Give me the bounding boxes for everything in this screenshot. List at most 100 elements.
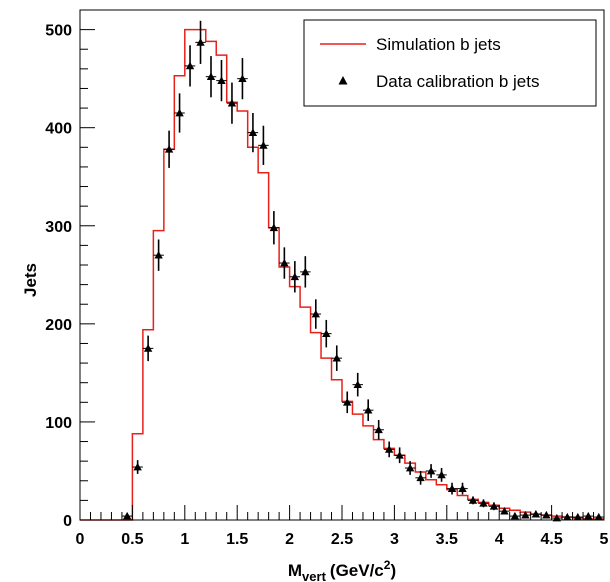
data-point: [153, 239, 164, 271]
data-point: [520, 510, 531, 519]
data-point: [404, 461, 416, 475]
data-point: [362, 399, 374, 421]
data-point-marker: [489, 502, 499, 510]
x-tick-label: 5: [600, 531, 609, 548]
data-point-marker: [206, 72, 216, 81]
data-point: [342, 391, 353, 414]
data-point-marker: [395, 451, 404, 459]
x-tick-label: 1.5: [226, 531, 248, 548]
data-point-marker: [500, 506, 509, 515]
data-point: [373, 419, 384, 440]
x-tick-label: 2: [285, 531, 294, 548]
data-point: [184, 45, 196, 87]
x-axis-title-unit-superscript: 2: [384, 558, 391, 572]
y-tick-label: 300: [45, 219, 72, 236]
data-point: [289, 261, 301, 293]
data-point-marker: [458, 484, 467, 492]
data-point-marker: [468, 496, 478, 504]
data-point-marker: [217, 76, 226, 84]
x-axis-title-subscript: vert: [302, 569, 327, 582]
data-point: [268, 211, 280, 245]
legend-box: [303, 19, 597, 107]
x-tick-label: 4: [495, 531, 504, 548]
data-point: [121, 511, 133, 520]
x-axis-title-unit: (GeV/c: [330, 561, 384, 580]
legend-marker-data: [338, 76, 348, 85]
data-point: [163, 130, 175, 168]
data-point-marker: [343, 398, 352, 406]
data-point-marker: [364, 405, 373, 414]
data-point: [478, 499, 489, 508]
data-point: [509, 511, 521, 520]
data-point: [258, 125, 269, 165]
data-point: [488, 502, 500, 511]
x-axis-title-unit-close: ): [390, 561, 396, 580]
data-point: [226, 82, 238, 124]
data-point-marker: [280, 258, 289, 267]
data-point: [205, 56, 217, 98]
data-point-marker: [301, 267, 310, 276]
data-point: [331, 345, 342, 371]
legend-label-data: Data calibration b jets: [376, 72, 539, 91]
data-point-marker: [238, 74, 247, 83]
x-tick-label: 3: [390, 531, 399, 548]
data-point-marker: [269, 223, 279, 232]
legend-label-simulation: Simulation b jets: [376, 35, 501, 54]
data-point: [446, 482, 458, 495]
plot-area: [80, 20, 604, 522]
data-point: [142, 335, 154, 362]
data-point: [425, 464, 437, 478]
data-point-marker: [542, 510, 551, 519]
data-point: [237, 58, 248, 100]
data-point-marker: [143, 344, 153, 352]
data-point: [415, 470, 426, 485]
data-point-marker: [573, 512, 582, 521]
data-point: [562, 512, 573, 521]
data-point-marker: [447, 484, 457, 492]
y-tick-label: 100: [45, 415, 72, 432]
data-point-marker: [584, 511, 593, 520]
x-axis-title: Mvert (GeV/c2): [288, 558, 396, 582]
data-point-marker: [510, 511, 520, 520]
x-axis-title-main: M: [288, 561, 302, 580]
data-point: [216, 60, 227, 102]
data-point: [436, 468, 447, 482]
x-tick-label: 4.5: [540, 531, 562, 548]
data-point-marker: [248, 128, 258, 136]
data-point-marker: [384, 445, 394, 453]
data-point: [593, 512, 604, 521]
data-point: [310, 299, 322, 329]
data-point: [467, 496, 479, 505]
data-point-marker: [521, 510, 530, 519]
data-point: [457, 482, 468, 495]
y-tick-label: 500: [45, 23, 72, 40]
data-point: [279, 247, 290, 279]
data-point: [583, 511, 594, 520]
x-tick-label: 3.5: [436, 531, 458, 548]
data-point-marker: [290, 272, 300, 281]
data-point: [572, 512, 584, 521]
data-point-marker: [322, 329, 331, 338]
data-point: [174, 93, 185, 133]
data-point-marker: [594, 512, 603, 521]
y-axis-title: Jets: [21, 263, 40, 297]
data-point: [394, 447, 405, 464]
data-point: [499, 506, 510, 515]
data-point-marker: [437, 470, 446, 479]
data-point: [530, 509, 542, 518]
data-point-marker: [426, 466, 436, 475]
data-point-marker: [164, 145, 174, 153]
data-point: [383, 441, 395, 458]
data-point: [321, 319, 332, 348]
data-point-marker: [531, 509, 541, 518]
y-tick-label: 0: [63, 513, 72, 530]
x-tick-label: 0.5: [121, 531, 143, 548]
data-point: [352, 372, 363, 397]
data-point-marker: [374, 425, 383, 434]
data-point-marker: [175, 108, 184, 117]
data-point-marker: [416, 473, 425, 482]
y-tick-label: 400: [45, 121, 72, 138]
data-point-marker: [185, 61, 195, 70]
x-tick-label: 1: [180, 531, 189, 548]
